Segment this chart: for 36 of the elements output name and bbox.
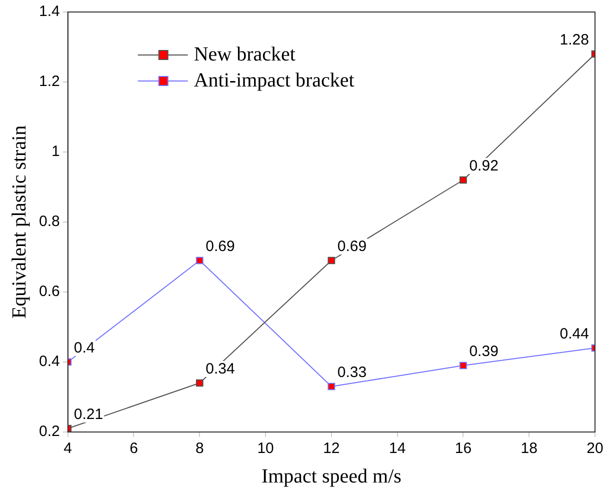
data-label: 0.39 bbox=[469, 343, 498, 360]
y-axis-title: Equivalent plastic strain bbox=[8, 125, 30, 319]
x-tick-label: 16 bbox=[454, 440, 472, 458]
x-tick-label: 18 bbox=[520, 440, 538, 458]
y-tick-label: 1.2 bbox=[38, 73, 60, 90]
legend-label: Anti-impact bracket bbox=[194, 69, 355, 92]
data-label: 0.69 bbox=[337, 238, 367, 256]
y-tick-label: 0.4 bbox=[38, 353, 60, 370]
x-tick-label: 8 bbox=[195, 440, 204, 458]
point bbox=[328, 256, 336, 264]
data-label: 0.92 bbox=[469, 158, 498, 175]
legend-label: New bracket bbox=[194, 43, 296, 66]
x-axis-title: Impact speed m/s bbox=[261, 465, 402, 488]
point bbox=[460, 176, 467, 184]
data-label: 0.21 bbox=[74, 406, 104, 424]
data-label: 0.33 bbox=[337, 364, 367, 382]
point bbox=[196, 379, 204, 387]
data-label: 0.34 bbox=[206, 360, 235, 378]
y-tick-label: 0.8 bbox=[38, 213, 60, 230]
data-label: 0.4 bbox=[74, 340, 95, 357]
data-label: 1.28 bbox=[560, 32, 589, 49]
x-tick-label: 12 bbox=[323, 440, 340, 458]
data-label: 0.44 bbox=[560, 326, 589, 343]
point bbox=[460, 362, 467, 370]
x-tick-label: 10 bbox=[257, 440, 274, 458]
point bbox=[328, 382, 336, 390]
y-tick-label: 0.6 bbox=[38, 283, 60, 300]
x-tick-label: 4 bbox=[64, 440, 72, 458]
x-tick-label: 6 bbox=[130, 440, 138, 458]
point bbox=[196, 256, 204, 264]
x-tick-label: 20 bbox=[586, 440, 604, 458]
data-label: 0.69 bbox=[206, 238, 235, 256]
y-tick-label: 1.4 bbox=[38, 3, 60, 20]
x-tick-label: 14 bbox=[388, 440, 406, 458]
y-tick-label: 0.2 bbox=[38, 423, 60, 440]
y-tick-label: 1 bbox=[52, 143, 60, 160]
